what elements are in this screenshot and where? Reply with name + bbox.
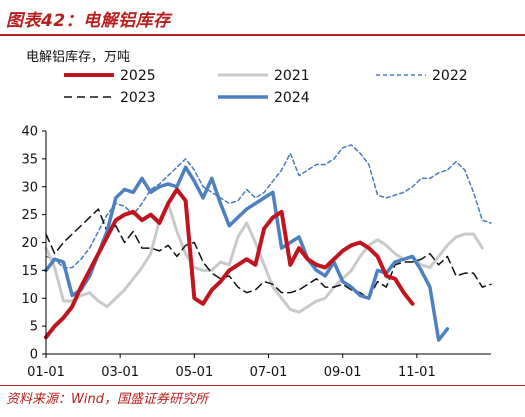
x-tick-label: 07-01 <box>250 365 288 380</box>
x-tick-label: 03-01 <box>101 365 139 380</box>
title-rule <box>0 34 525 36</box>
chart-legend: 2025 2021 2022 2023 2024 <box>64 68 468 106</box>
series-line-2023 <box>45 208 492 299</box>
y-axis-unit-label: 电解铝库存，万吨 <box>26 49 130 65</box>
y-tick-label: 25 <box>21 208 38 223</box>
x-tick-label: 11-01 <box>398 365 436 380</box>
x-tick-label: 05-01 <box>175 365 213 380</box>
legend-label-2021: 2021 <box>274 68 310 84</box>
y-tick-label: 15 <box>21 264 38 279</box>
x-tick-label: 09-01 <box>324 365 362 380</box>
y-tick-label: 30 <box>21 180 38 195</box>
y-tick-label: 10 <box>21 292 38 307</box>
source-note: 资料来源：Wind，国盛证券研究所 <box>6 392 208 407</box>
y-tick-label: 35 <box>21 152 38 167</box>
series-layer <box>44 144 492 342</box>
y-tick-label: 40 <box>21 125 38 140</box>
axes-layer: 0 5 10 15 20 25 30 35 40 01-01 03-01 05-01 07-01 09-0… <box>21 125 491 380</box>
y-tick-label: 20 <box>21 236 38 251</box>
x-tick-label: 01-01 <box>27 365 65 380</box>
legend-label-2024: 2024 <box>274 90 310 106</box>
series-line-2022 <box>45 144 492 269</box>
legend-label-2025: 2025 <box>120 68 156 84</box>
legend-label-2023: 2023 <box>120 90 156 106</box>
legend-label-2022: 2022 <box>432 68 468 84</box>
series-line-2025 <box>44 187 415 340</box>
y-tick-label: 5 <box>30 320 38 335</box>
source-rule <box>0 385 525 386</box>
series-line-2024 <box>44 165 450 342</box>
y-tick-label: 0 <box>30 348 38 363</box>
figure-title: 图表42：电解铝库存 <box>6 11 171 31</box>
